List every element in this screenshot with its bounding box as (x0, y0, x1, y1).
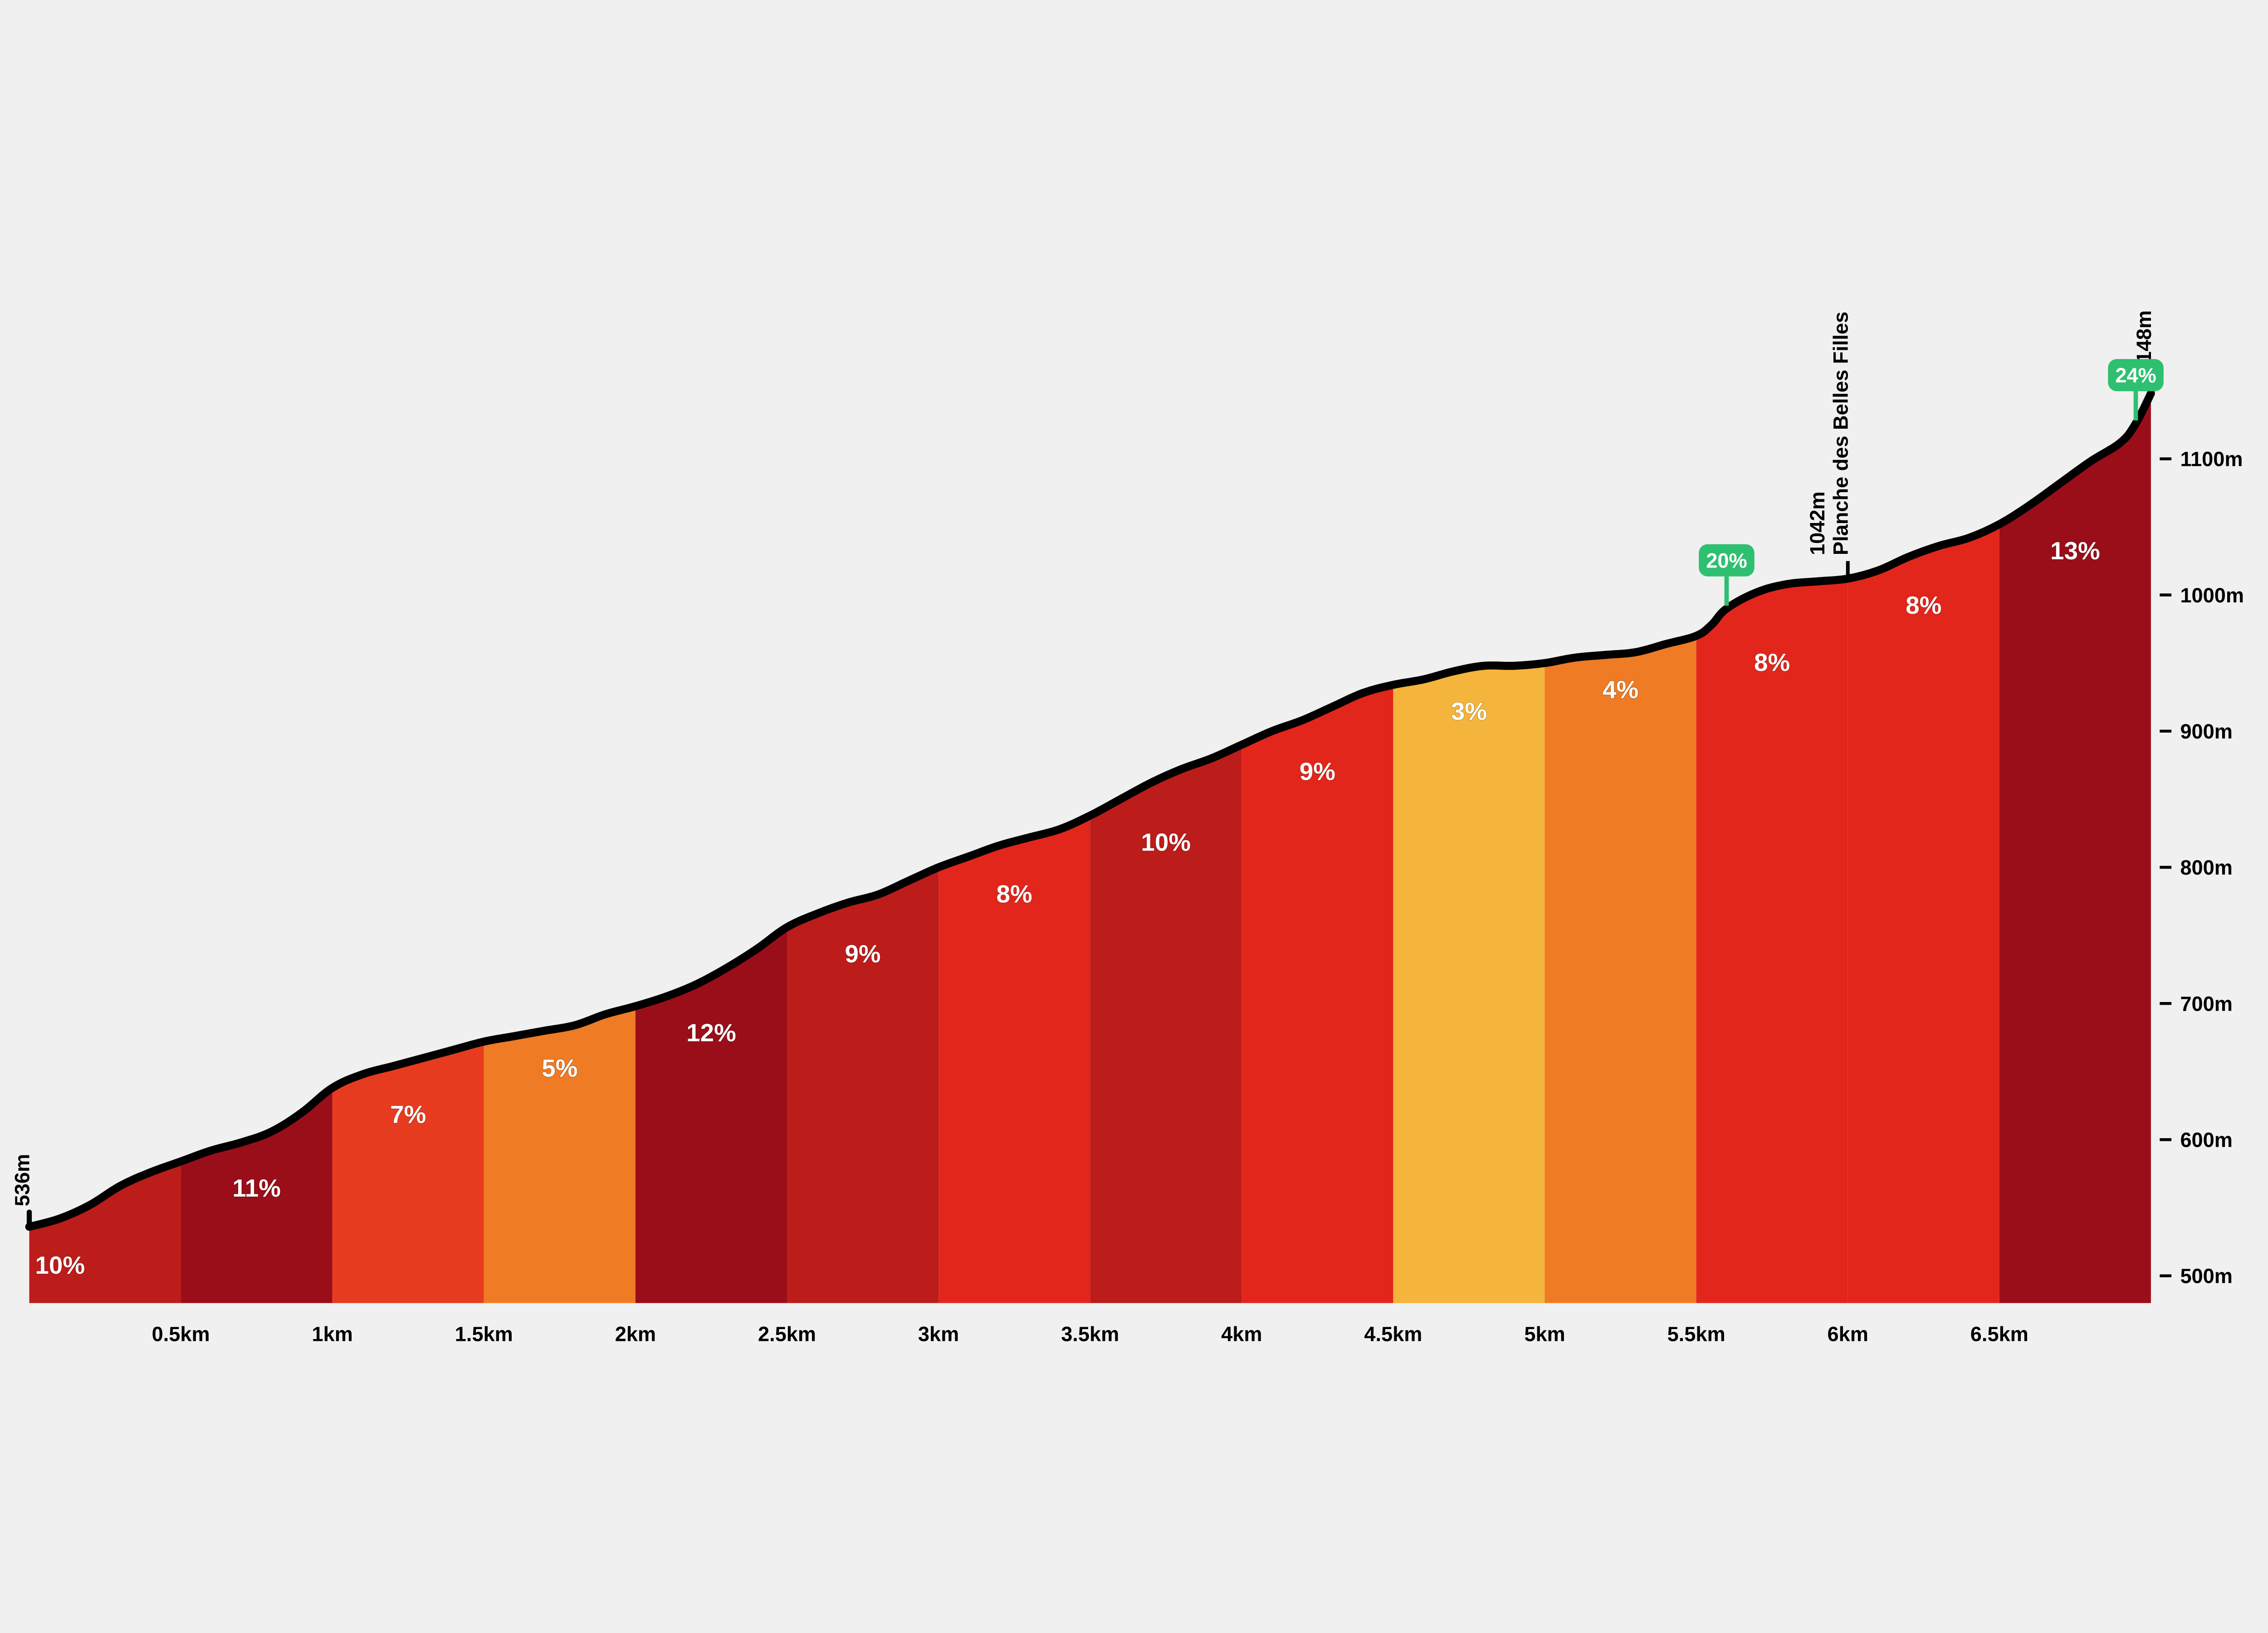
x-axis-label: 1km (312, 1322, 353, 1345)
x-axis-label: 6.5km (1970, 1322, 2028, 1345)
x-axis-label: 5km (1524, 1322, 1565, 1345)
gradient-label: 11% (232, 1174, 281, 1202)
y-axis-label: 500m (2180, 1265, 2233, 1288)
max-gradient-badge-label: 20% (1706, 549, 1747, 572)
y-axis-label: 1000m (2180, 584, 2244, 607)
x-axis-label: 1.5km (455, 1322, 513, 1345)
gradient-label: 10% (1141, 828, 1191, 856)
x-axis-label: 3km (918, 1322, 959, 1345)
x-axis-label: 6km (1828, 1322, 1868, 1345)
gradient-label: 10% (35, 1251, 85, 1279)
gradient-label: 12% (686, 1019, 736, 1047)
gradient-label: 4% (1603, 675, 1638, 704)
gradient-label: 8% (1754, 648, 1790, 676)
gradient-label: 8% (997, 880, 1032, 908)
max-gradient-badge-label: 24% (2115, 364, 2156, 387)
x-axis-label: 5.5km (1667, 1322, 1725, 1345)
gradient-label: 5% (542, 1054, 577, 1082)
x-axis-label: 4km (1221, 1322, 1262, 1345)
poi-label: 1042m (1806, 491, 1829, 555)
y-axis-label: 1100m (2180, 448, 2243, 471)
x-axis-label: 0.5km (152, 1322, 210, 1345)
x-axis-label: 2.5km (758, 1322, 816, 1345)
gradient-label: 7% (390, 1100, 426, 1129)
elevation-profile-chart: 10%11%7%5%12%9%8%10%9%3%4%8%8%13%536m114… (0, 0, 2268, 1633)
x-axis-label: 2km (615, 1322, 656, 1345)
y-axis-label: 800m (2180, 856, 2233, 879)
start-elevation-label: 536m (11, 1154, 34, 1207)
gradient-label: 9% (845, 940, 880, 968)
y-axis-label: 900m (2180, 720, 2233, 743)
y-axis-label: 600m (2180, 1128, 2233, 1151)
x-axis-label: 4.5km (1364, 1322, 1422, 1345)
y-axis-label: 700m (2180, 992, 2233, 1015)
poi-label: Planche des Belles Filles (1829, 312, 1853, 555)
gradient-label: 3% (1451, 697, 1487, 725)
gradient-label: 8% (1906, 591, 1941, 619)
gradient-label: 13% (2050, 537, 2100, 565)
x-axis-label: 3.5km (1061, 1322, 1119, 1345)
gradient-label: 9% (1300, 757, 1335, 785)
